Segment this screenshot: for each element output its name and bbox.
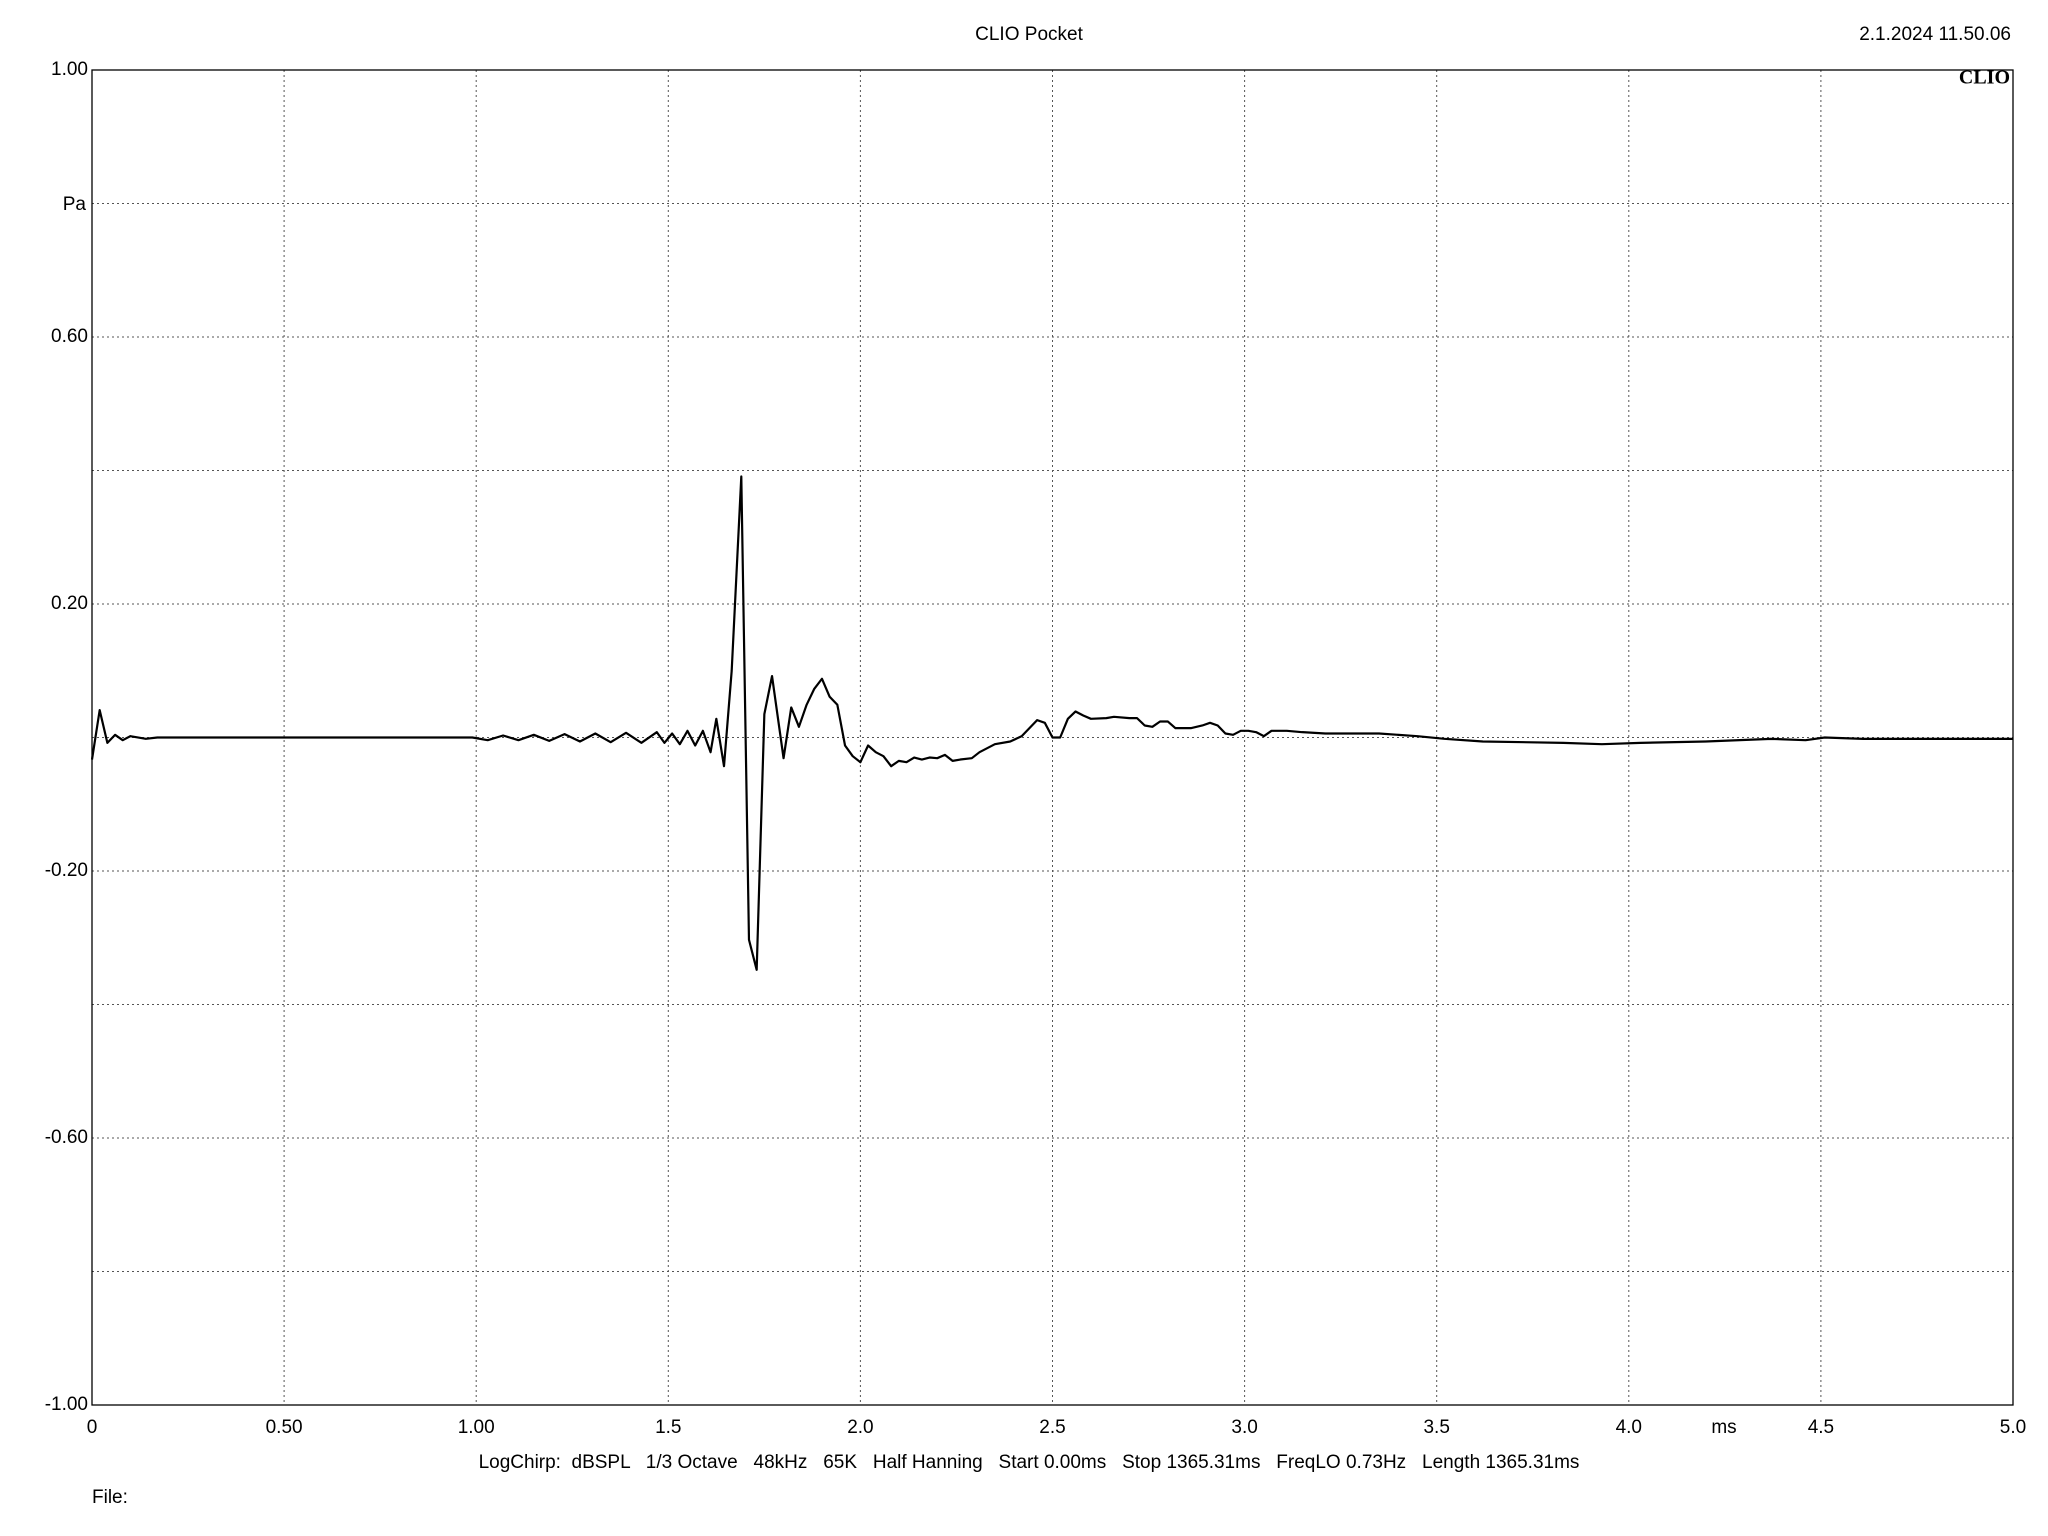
y-tick-label: 0.60 <box>51 326 88 347</box>
x-tick-label: 4.0 <box>1616 1417 1642 1438</box>
y-tick-label: -0.20 <box>45 860 88 881</box>
logo: CLIO <box>1959 67 2010 89</box>
y-tick-label: 1.00 <box>51 59 88 80</box>
y-axis-label: Pa <box>63 194 87 215</box>
x-tick-label: 0 <box>87 1417 98 1438</box>
chart-title: CLIO Pocket <box>975 24 1083 45</box>
x-tick-label: 1.5 <box>655 1417 681 1438</box>
x-tick-label: 2.5 <box>1039 1417 1065 1438</box>
plot-frame <box>91 69 2014 1406</box>
y-tick-label: -1.00 <box>45 1394 88 1415</box>
x-tick-label: 3.5 <box>1423 1417 1449 1438</box>
x-tick-label: 3.0 <box>1231 1417 1257 1438</box>
x-tick-label: 5.0 <box>2000 1417 2026 1438</box>
y-tick-label: -0.60 <box>45 1127 88 1148</box>
x-tick-label: 4.5 <box>1808 1417 1834 1438</box>
y-tick-label: 0.20 <box>51 593 88 614</box>
footer: LogChirp: dBSPL 1/3 Octave 48kHz 65K Hal… <box>479 1452 1580 1473</box>
x-tick-label: 2.0 <box>847 1417 873 1438</box>
x-tick-label: 0.50 <box>266 1417 303 1438</box>
file-label: File: <box>92 1487 128 1508</box>
x-tick-label: 1.00 <box>458 1417 495 1438</box>
x-axis-label: ms <box>1711 1417 1736 1438</box>
timestamp: 2.1.2024 11.50.06 <box>1859 24 2011 45</box>
series-line <box>90 475 2013 971</box>
